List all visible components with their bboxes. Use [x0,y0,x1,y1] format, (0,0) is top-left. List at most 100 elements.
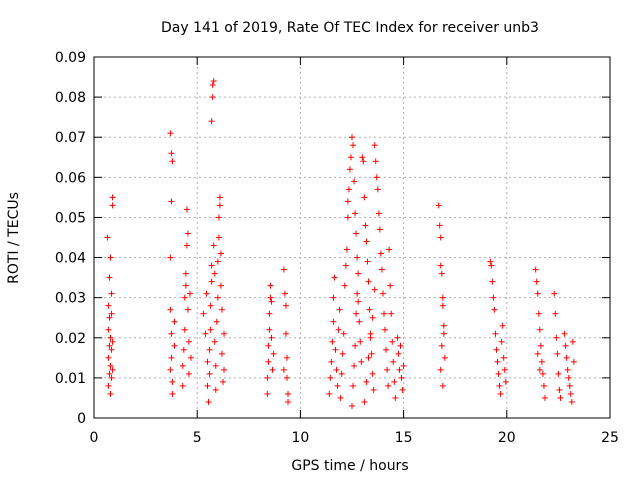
x-axis: 0 5 10 15 20 25 [90,57,619,446]
data-point [355,298,362,305]
data-point [339,350,346,357]
data-point [352,342,359,349]
data-point [214,294,221,301]
data-point [265,342,272,349]
data-point [208,278,215,285]
data-point [391,378,398,385]
data-point [488,262,495,269]
data-point [184,306,191,313]
y-tick-label: 0.07 [55,130,86,146]
data-point [212,362,219,369]
data-point [107,334,114,341]
data-point [541,394,548,401]
data-point [216,202,223,209]
grid-lines [94,57,610,418]
x-tick-label: 25 [601,430,619,446]
data-point [501,366,508,373]
x-tick-label: 10 [291,430,309,446]
data-point [109,366,116,373]
data-point [105,326,112,333]
data-point [209,82,216,89]
data-point [210,78,217,85]
data-point [264,374,271,381]
data-point [107,390,114,397]
data-point [382,326,389,333]
data-point [364,258,371,265]
data-point [555,370,562,377]
data-point [343,246,350,253]
data-point [350,382,357,389]
data-point [105,354,112,361]
data-point [330,294,337,301]
data-point [269,366,276,373]
data-point [392,394,399,401]
data-point [340,330,347,337]
data-point [438,342,445,349]
y-tick-label: 0.02 [55,331,86,347]
data-point [347,154,354,161]
data-point [384,366,391,373]
data-point [280,266,287,273]
data-point [200,310,207,317]
data-point [349,134,355,141]
data-point [372,158,379,165]
data-point [218,306,225,313]
data-point [438,270,445,277]
data-point [535,310,542,317]
y-tick-label: 0 [77,411,86,427]
data-point [389,338,396,345]
data-point [440,322,447,329]
y-tick-label: 0.09 [55,50,86,66]
data-point [281,290,288,297]
data-point [567,390,574,397]
data-point [179,382,186,389]
data-point [341,282,348,289]
data-point [180,346,187,353]
data-point [264,390,271,397]
data-point [168,330,175,337]
data-point [108,374,115,381]
data-point [283,354,290,361]
data-point [285,390,292,397]
data-point [183,206,190,213]
data-point [379,290,386,297]
data-point [375,210,382,217]
data-point [345,186,352,193]
x-tick-label: 15 [395,430,413,446]
data-point [107,362,114,369]
data-point [326,390,333,397]
data-point [206,370,213,377]
data-point [569,338,576,345]
data-point [554,350,561,357]
data-point [107,254,114,261]
data-point [221,366,228,373]
data-point [563,354,570,361]
data-point [108,346,115,353]
data-point [397,342,404,349]
data-point [106,314,113,321]
data-point [328,358,335,365]
data-point [398,374,405,381]
data-point [566,382,573,389]
data-point [371,142,378,149]
data-point [217,250,224,257]
data-point [218,350,225,357]
data-point [217,282,224,289]
data-point [211,338,218,345]
data-point [168,198,175,205]
data-point [330,318,337,325]
data-point [344,198,351,205]
data-point [329,338,336,345]
data-point [361,194,368,201]
data-point [551,290,558,297]
data-point [400,362,407,369]
data-point [540,382,547,389]
data-point [167,306,174,313]
data-point [167,254,174,261]
data-point [363,378,370,385]
data-point [204,358,211,365]
data-point [568,398,575,405]
data-point [534,350,541,357]
